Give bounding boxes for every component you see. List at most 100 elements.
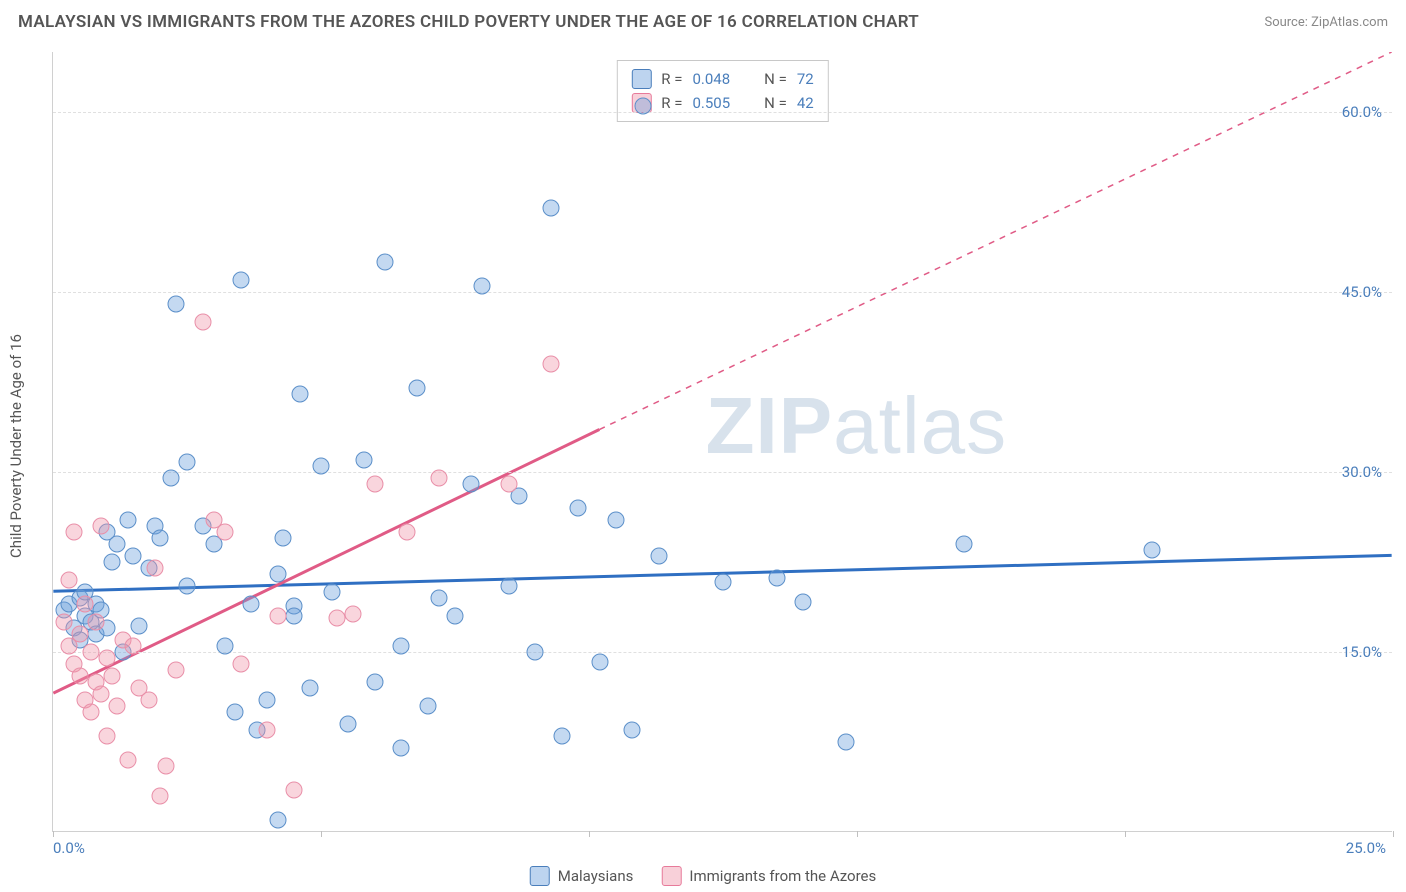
data-point	[146, 560, 163, 577]
data-point	[243, 596, 260, 613]
stats-row-blue: R = 0.048 N = 72	[631, 67, 813, 91]
data-point	[527, 644, 544, 661]
data-point	[543, 356, 560, 373]
data-point	[377, 254, 394, 271]
data-point	[463, 476, 480, 493]
data-point	[795, 593, 812, 610]
source-label: Source: ZipAtlas.com	[1264, 15, 1388, 30]
data-point	[87, 614, 104, 631]
n-label-pink: N =	[764, 94, 787, 112]
data-point	[286, 782, 303, 799]
legend-item-malaysians: Malaysians	[530, 866, 634, 886]
data-point	[259, 722, 276, 739]
data-point	[120, 752, 137, 769]
n-label-blue: N =	[764, 70, 787, 88]
gridline	[53, 112, 1392, 113]
legend-item-azores: Immigrants from the Azores	[661, 866, 876, 886]
n-value-pink: 42	[797, 94, 814, 112]
data-point	[393, 740, 410, 757]
gridline	[53, 472, 1392, 473]
data-point	[168, 662, 185, 679]
data-point	[270, 566, 287, 583]
data-point	[109, 536, 126, 553]
data-point	[55, 614, 72, 631]
r-value-pink: 0.505	[692, 94, 730, 112]
x-tick	[857, 831, 858, 837]
data-point	[409, 380, 426, 397]
x-tick	[589, 831, 590, 837]
data-point	[66, 524, 83, 541]
data-point	[570, 500, 587, 517]
data-point	[259, 692, 276, 709]
x-tick-label: 25.0%	[1346, 839, 1386, 857]
data-point	[473, 278, 490, 295]
data-point	[232, 272, 249, 289]
data-point	[103, 668, 120, 685]
r-label-pink: R =	[661, 94, 682, 112]
data-point	[956, 536, 973, 553]
data-point	[93, 518, 110, 535]
n-value-blue: 72	[797, 70, 814, 88]
swatch-blue-icon	[530, 866, 550, 886]
data-point	[179, 454, 196, 471]
data-point	[125, 638, 142, 655]
data-point	[355, 452, 372, 469]
data-point	[715, 574, 732, 591]
data-point	[591, 653, 608, 670]
data-point	[82, 704, 99, 721]
data-point	[430, 470, 447, 487]
data-point	[291, 386, 308, 403]
legend-label-malaysians: Malaysians	[558, 867, 634, 885]
data-point	[71, 668, 88, 685]
data-point	[430, 590, 447, 607]
data-point	[339, 716, 356, 733]
data-point	[152, 788, 169, 805]
data-point	[768, 569, 785, 586]
watermark: ZIPatlas	[706, 380, 1007, 472]
data-point	[286, 608, 303, 625]
data-point	[398, 524, 415, 541]
data-point	[500, 578, 517, 595]
data-point	[168, 296, 185, 313]
data-point	[302, 680, 319, 697]
data-point	[366, 476, 383, 493]
data-point	[216, 524, 233, 541]
data-point	[61, 572, 78, 589]
data-point	[130, 617, 147, 634]
data-point	[650, 548, 667, 565]
r-label-blue: R =	[661, 70, 682, 88]
data-point	[141, 692, 158, 709]
data-point	[329, 610, 346, 627]
data-point	[93, 686, 110, 703]
data-point	[82, 644, 99, 661]
y-tick-label: 45.0%	[1342, 283, 1382, 301]
data-point	[195, 314, 212, 331]
data-point	[109, 698, 126, 715]
data-point	[500, 476, 517, 493]
legend-label-azores: Immigrants from the Azores	[689, 867, 876, 885]
gridline	[53, 292, 1392, 293]
data-point	[71, 626, 88, 643]
data-point	[98, 650, 115, 667]
data-point	[232, 656, 249, 673]
y-axis-label: Child Poverty Under the Age of 16	[7, 334, 25, 558]
x-tick	[321, 831, 322, 837]
data-point	[554, 728, 571, 745]
y-tick-label: 60.0%	[1342, 103, 1382, 121]
x-tick	[53, 831, 54, 837]
data-point	[543, 200, 560, 217]
data-point	[157, 758, 174, 775]
data-point	[270, 812, 287, 829]
r-value-blue: 0.048	[692, 70, 730, 88]
data-point	[125, 548, 142, 565]
title-bar: MALAYSIAN VS IMMIGRANTS FROM THE AZORES …	[0, 0, 1406, 40]
x-tick	[1393, 831, 1394, 837]
data-point	[227, 704, 244, 721]
data-point	[103, 554, 120, 571]
data-point	[120, 512, 137, 529]
x-tick	[1125, 831, 1126, 837]
data-point	[270, 608, 287, 625]
data-point	[275, 530, 292, 547]
data-point	[179, 578, 196, 595]
data-point	[313, 458, 330, 475]
